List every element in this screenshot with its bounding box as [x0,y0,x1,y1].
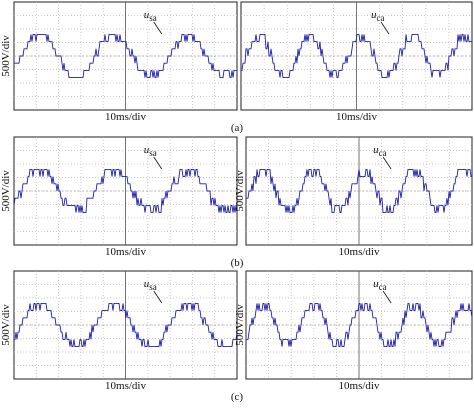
label-leader [382,156,392,170]
y-scale-label: 500V/div [0,35,12,77]
x-scale-label: 10ms/div [339,246,380,258]
signal-symbol: u [373,278,379,290]
label-leader [153,156,163,170]
signal-label: uca [373,278,387,292]
signal-subscript: sa [149,13,157,23]
waveform [14,33,237,79]
signal-label: uca [373,144,387,158]
signal-label: usa [144,9,157,23]
waveform [241,33,472,79]
x-scale-label: 10ms/div [105,111,146,123]
signal-symbol: u [144,144,150,156]
x-scale-label: 10ms/div [339,380,380,392]
label-leader [380,21,390,35]
x-scale-label: 10ms/div [105,380,146,392]
label-leader [382,290,392,304]
label-leader [153,21,163,35]
y-scale-label: 500V/div [234,304,246,346]
signal-subscript: ca [379,282,387,292]
x-scale-label: 10ms/div [105,246,146,258]
waveform [14,302,238,348]
label-leader [153,290,163,304]
signal-subscript: ca [376,13,384,23]
signal-symbol: u [144,9,150,21]
subfigure-label: (a) [231,122,244,134]
signal-subscript: sa [149,148,157,158]
signal-label: usa [144,144,157,158]
y-scale-label: 500V/div [0,170,12,212]
waveform [13,168,237,214]
signal-symbol: u [144,278,150,290]
subfigure-label: (c) [231,391,244,403]
signal-symbol: u [373,144,379,156]
y-scale-label: 500V/div [0,304,12,346]
waveform [246,302,473,348]
y-scale-label: 500V/div [234,170,246,212]
waveform [246,168,472,214]
signal-label: uca [371,9,385,23]
signal-subscript: ca [379,148,387,158]
signal-symbol: u [371,9,377,21]
signal-subscript: sa [149,282,157,292]
subfigure-label: (b) [231,257,244,269]
signal-label: usa [144,278,157,292]
x-scale-label: 10ms/div [336,111,377,123]
